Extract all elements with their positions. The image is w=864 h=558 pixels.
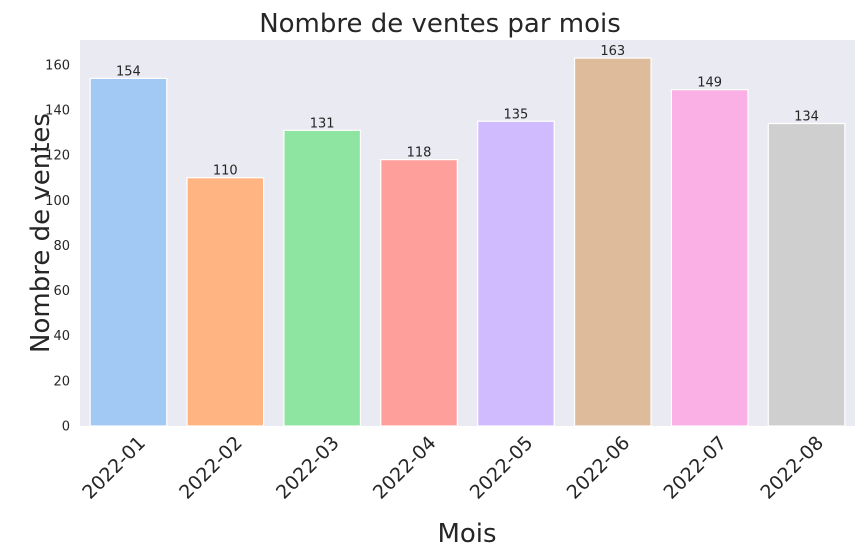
y-tick-label: 120 [45, 149, 70, 164]
data-labels-group: 154 110 131 118 135 163 149 134 [116, 44, 819, 179]
bar-value-label: 163 [600, 44, 625, 59]
x-tick-label: 2022-06 [563, 432, 635, 504]
bar [767, 122, 846, 427]
y-tick-label: 20 [53, 374, 70, 389]
y-tick-label: 80 [53, 239, 70, 254]
bar-value-label: 118 [407, 146, 432, 161]
x-tick-label: 2022-08 [756, 432, 828, 504]
y-ticks-group: 0 20 40 60 80 100 120 140 160 [45, 58, 70, 434]
x-ticks-group: 2022-01 2022-02 2022-03 2022-04 2022-05 2022-… [78, 432, 828, 504]
y-tick-label: 60 [53, 284, 70, 299]
bar [89, 77, 168, 427]
x-axis-label: Mois [437, 519, 496, 549]
x-tick-label: 2022-07 [660, 432, 732, 504]
bar-value-label: 131 [310, 116, 335, 131]
bar-value-label: 135 [504, 107, 529, 122]
x-tick-label: 2022-04 [369, 432, 441, 504]
y-axis-label: Nombre de ventes [26, 113, 56, 353]
y-tick-label: 40 [53, 329, 70, 344]
bar-value-label: 154 [116, 64, 141, 79]
y-tick-label: 100 [45, 194, 70, 209]
bar [477, 120, 555, 427]
bar-value-label: 134 [794, 110, 819, 125]
x-tick-label: 2022-01 [78, 432, 150, 504]
x-tick-label: 2022-03 [272, 432, 344, 504]
x-tick-label: 2022-02 [175, 432, 247, 504]
bar-value-label: 149 [697, 76, 722, 91]
bar [670, 89, 749, 427]
bar [186, 177, 265, 427]
y-tick-label: 160 [45, 58, 70, 73]
bar [283, 129, 362, 427]
bar [380, 159, 458, 427]
chart-title: Nombre de ventes par mois [259, 9, 621, 39]
bar-value-label: 110 [213, 164, 238, 179]
y-tick-label: 0 [62, 420, 70, 435]
y-tick-label: 140 [45, 103, 70, 118]
x-tick-label: 2022-05 [466, 432, 538, 504]
bar [573, 57, 652, 427]
bars-group [89, 57, 846, 427]
